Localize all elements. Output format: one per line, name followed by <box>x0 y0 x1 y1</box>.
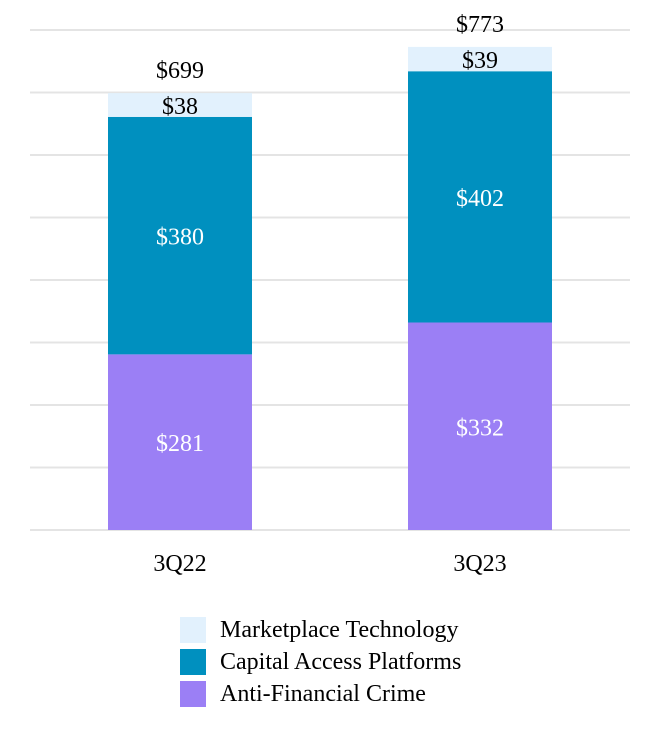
legend-swatch <box>180 617 206 643</box>
legend-swatch <box>180 649 206 675</box>
data-label: $281 <box>156 431 204 457</box>
legend-label: Marketplace Technology <box>220 616 459 643</box>
total-label: $699 <box>156 58 204 84</box>
bar-segment <box>108 93 252 117</box>
bar-segment <box>408 46 552 72</box>
bar-segment <box>108 116 252 355</box>
legend-item-capital-access-platforms: Capital Access Platforms <box>180 646 461 678</box>
data-label: $39 <box>462 48 498 74</box>
legend-item-anti-financial-crime: Anti-Financial Crime <box>180 678 461 710</box>
x-tick-label: 3Q23 <box>453 551 506 577</box>
bar-segment <box>108 354 252 530</box>
legend-item-marketplace-technology: Marketplace Technology <box>180 614 461 646</box>
legend-label: Anti-Financial Crime <box>220 680 426 707</box>
data-label: $402 <box>456 186 504 212</box>
legend-label: Capital Access Platforms <box>220 648 462 675</box>
legend-swatch <box>180 681 206 707</box>
stacked-bar-chart: $281 $380 $38 $699 3Q22 $332 $402 $39 $773 3Q23 <box>30 12 630 577</box>
data-label: $38 <box>162 94 198 120</box>
x-tick-label: 3Q22 <box>153 551 206 577</box>
data-label: $380 <box>156 225 204 251</box>
total-label: $773 <box>456 12 504 38</box>
data-label: $332 <box>456 415 504 441</box>
bar-segment <box>408 71 552 323</box>
bar-segment <box>408 322 552 530</box>
chart-legend: Marketplace Technology Capital Access Pl… <box>180 614 461 710</box>
